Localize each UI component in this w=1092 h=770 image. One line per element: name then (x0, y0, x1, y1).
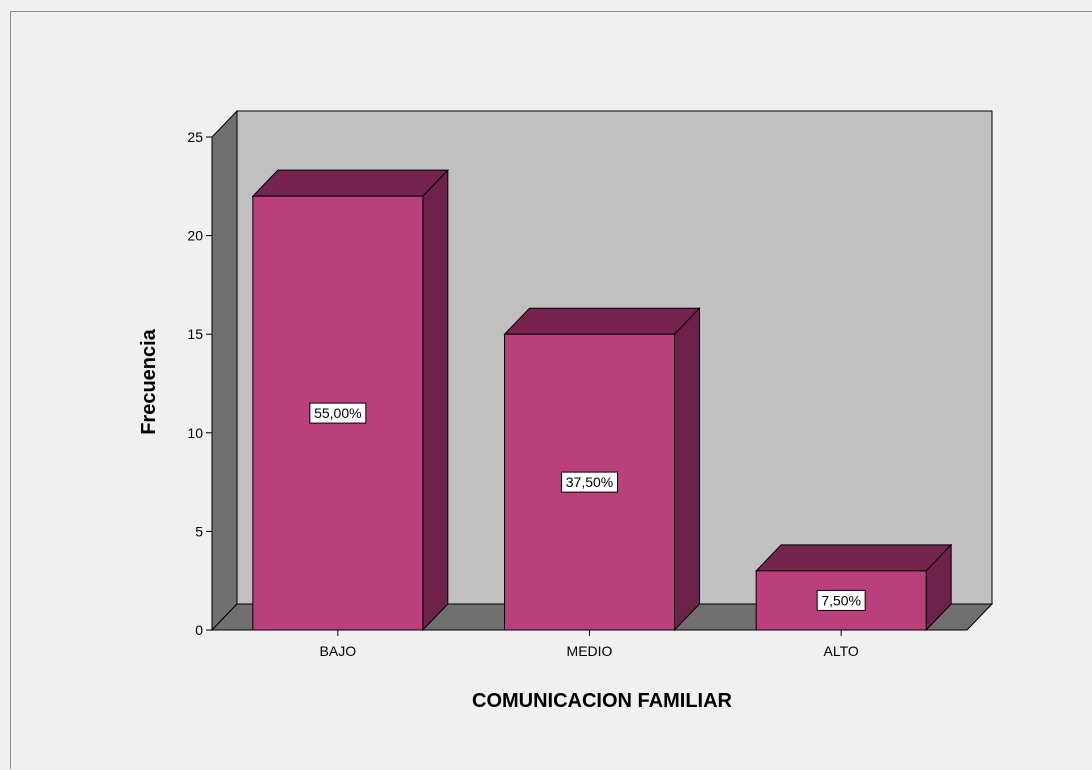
data-label-box (561, 471, 618, 493)
y-tick-label: 20 (187, 228, 203, 244)
x-tick-label: ALTO (824, 643, 859, 659)
x-axis: BAJO MEDIO ALTO (212, 629, 967, 659)
chart-frame: 0 5 10 15 20 25 55,00% 37,50% 7,50% BAJO MEDIO AL… (10, 11, 1092, 769)
side-wall (211, 109, 238, 632)
bar-top (503, 307, 701, 335)
x-tick-label: MEDIO (567, 643, 613, 659)
y-tick-label: 10 (187, 425, 203, 441)
bars: 55,00% 37,50% 7,50% (251, 168, 953, 632)
y-tick-label: 0 (195, 622, 203, 638)
data-label-box (309, 402, 367, 424)
y-axis-title: Frecuencia (138, 328, 160, 434)
bar-side (674, 306, 700, 632)
y-tick-label: 15 (187, 326, 203, 342)
bar-top (251, 169, 450, 197)
y-tick-label: 5 (195, 523, 203, 539)
data-label: 7,50% (821, 592, 861, 608)
bar-chart: 0 5 10 15 20 25 55,00% 37,50% 7,50% BAJO MEDIO AL… (138, 109, 994, 712)
bar-top (754, 544, 953, 572)
data-label: 37,50% (566, 474, 613, 490)
y-tick-label: 25 (187, 129, 203, 145)
data-label: 55,00% (314, 405, 361, 421)
x-tick-label: BAJO (320, 643, 357, 659)
x-axis-title: COMUNICACION FAMILIAR (472, 690, 733, 712)
bar-side (422, 168, 449, 632)
y-axis: 0 5 10 15 20 25 (187, 129, 213, 638)
data-label-box (816, 589, 866, 611)
